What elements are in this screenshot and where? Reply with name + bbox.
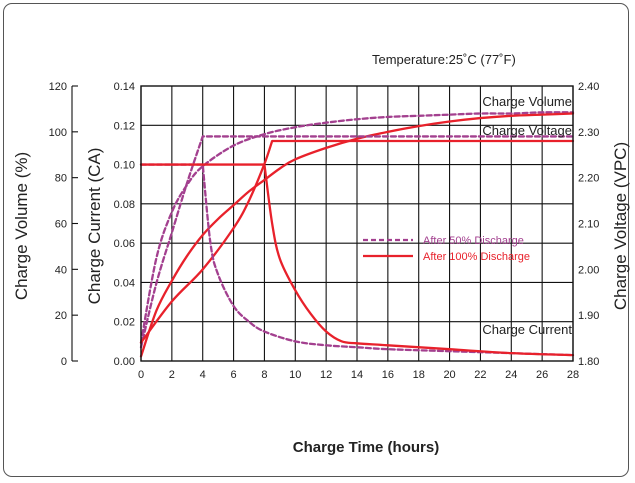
volume-axis-title: Charge Volume (%) bbox=[12, 152, 31, 300]
x-tick-label: 14 bbox=[351, 369, 363, 381]
temperature-subtitle: Temperature:25˚C (77˚F) bbox=[372, 52, 516, 67]
annotation-charge-current: Charge Current bbox=[482, 322, 572, 337]
volume-tick-label: 40 bbox=[55, 264, 67, 276]
volume-tick-label: 120 bbox=[49, 81, 67, 93]
charge-volume-100-line bbox=[139, 112, 575, 358]
annotation-charge-voltage: Charge Voltage bbox=[482, 123, 572, 138]
volume-tick-label: 100 bbox=[49, 127, 67, 139]
legend: After 50% Discharge After 100% Discharge bbox=[363, 235, 530, 263]
charge-voltage-50-line bbox=[139, 135, 575, 349]
voltage-tick-label: 2.10 bbox=[578, 219, 599, 231]
voltage-tick-label: 2.40 bbox=[578, 81, 599, 93]
x-tick-label: 6 bbox=[231, 369, 237, 381]
current-tick-label: 0.02 bbox=[114, 317, 135, 329]
x-tick-label: 26 bbox=[536, 369, 548, 381]
x-tick-label: 8 bbox=[261, 369, 267, 381]
x-tick-label: 0 bbox=[138, 369, 144, 381]
current-tick-labels: 0.00 0.02 0.04 0.06 0.08 0.10 0.12 0.14 bbox=[114, 81, 135, 368]
current-tick-label: 0.04 bbox=[114, 277, 135, 289]
annotation-charge-volume: Charge Volume bbox=[482, 94, 572, 109]
x-tick-label: 22 bbox=[474, 369, 486, 381]
curves bbox=[139, 111, 575, 358]
x-tick-labels: 0 2 4 6 8 10 12 14 16 18 20 22 24 26 28 bbox=[138, 369, 579, 381]
legend-label-50: After 50% Discharge bbox=[423, 235, 524, 247]
x-tick-label: 4 bbox=[200, 369, 206, 381]
charge-current-50-line bbox=[139, 163, 575, 357]
charge-current-100-line bbox=[139, 163, 575, 357]
voltage-tick-label: 2.30 bbox=[578, 127, 599, 139]
x-tick-label: 10 bbox=[289, 369, 301, 381]
x-tick-label: 20 bbox=[443, 369, 455, 381]
plot-border bbox=[140, 85, 574, 362]
x-tick-label: 24 bbox=[505, 369, 517, 381]
plot-area-border bbox=[140, 85, 574, 362]
grid bbox=[140, 85, 574, 362]
current-tick-label: 0.00 bbox=[114, 356, 135, 368]
x-tick-label: 12 bbox=[320, 369, 332, 381]
chart-frame bbox=[3, 3, 629, 477]
x-tick-label: 2 bbox=[169, 369, 175, 381]
current-axis-title: Charge Current (CA) bbox=[85, 148, 104, 305]
volume-tick-label: 0 bbox=[61, 356, 67, 368]
voltage-tick-label: 2.00 bbox=[578, 264, 599, 276]
current-tick-label: 0.06 bbox=[114, 238, 135, 250]
voltage-axis-title: Charge Voltage (VPC) bbox=[611, 142, 630, 310]
voltage-tick-label: 1.90 bbox=[578, 310, 599, 322]
x-tick-label: 16 bbox=[382, 369, 394, 381]
current-tick-label: 0.08 bbox=[114, 199, 135, 211]
charge-volume-50-line bbox=[139, 111, 575, 344]
voltage-tick-label: 1.80 bbox=[578, 356, 599, 368]
volume-tick-label: 20 bbox=[55, 310, 67, 322]
x-tick-label: 28 bbox=[567, 369, 579, 381]
current-tick-label: 0.12 bbox=[114, 120, 135, 132]
voltage-tick-label: 2.20 bbox=[578, 173, 599, 185]
current-tick-label: 0.14 bbox=[114, 81, 135, 93]
x-tick-label: 18 bbox=[413, 369, 425, 381]
x-axis-title: Charge Time (hours) bbox=[293, 439, 439, 456]
volume-tick-labels: 0 20 40 60 80 100 120 bbox=[49, 81, 78, 368]
volume-tick-label: 60 bbox=[55, 219, 67, 231]
volume-tick-label: 80 bbox=[55, 173, 67, 185]
current-tick-label: 0.10 bbox=[114, 160, 135, 172]
voltage-tick-labels: 1.80 1.90 2.00 2.10 2.20 2.30 2.40 bbox=[578, 81, 599, 368]
legend-label-100: After 100% Discharge bbox=[423, 251, 530, 263]
